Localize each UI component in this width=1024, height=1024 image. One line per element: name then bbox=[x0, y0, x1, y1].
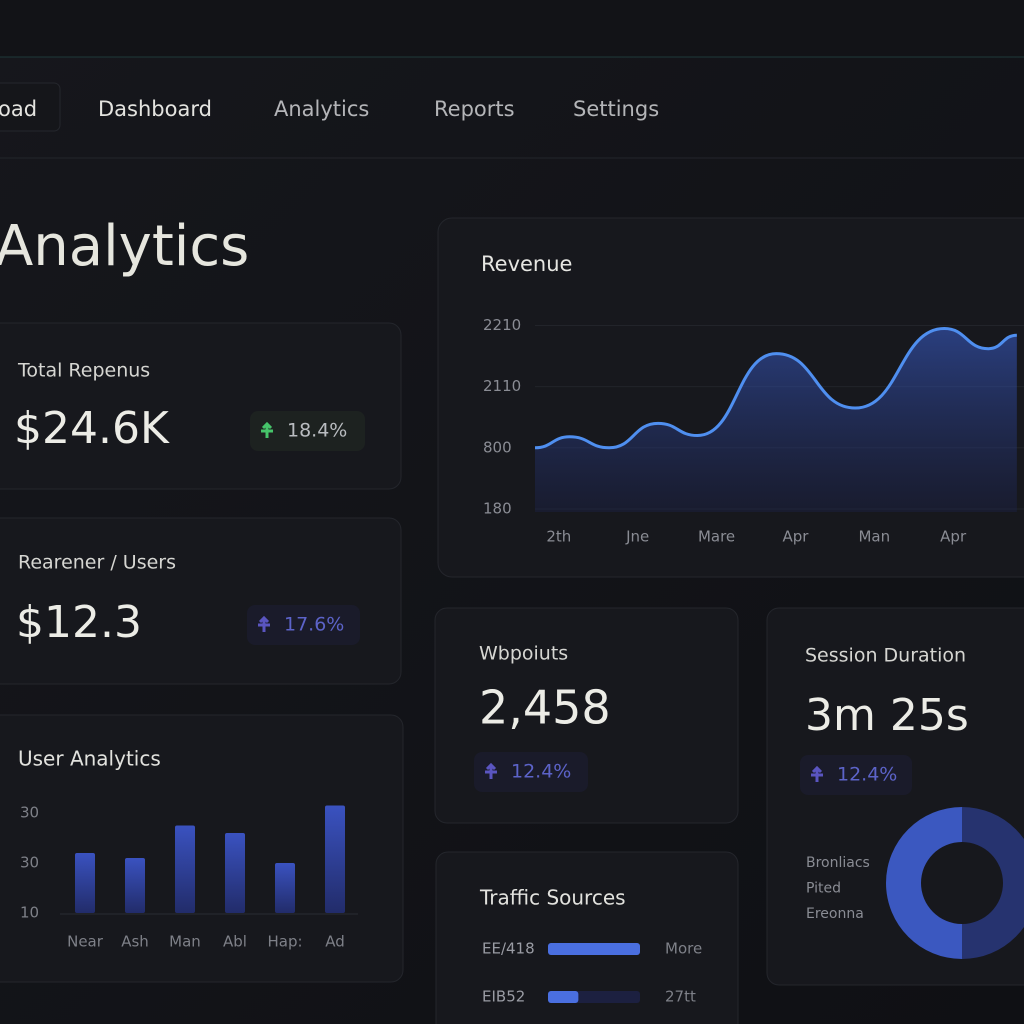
y-tick-label: 30 bbox=[20, 854, 39, 872]
bar bbox=[548, 943, 640, 955]
legend-label: Bronliacs bbox=[806, 855, 870, 871]
y-tick-label: 2210 bbox=[483, 316, 521, 334]
x-tick-label: Apr bbox=[782, 528, 809, 546]
legend-label: Pited bbox=[806, 881, 841, 897]
y-tick-label: 800 bbox=[483, 438, 512, 456]
top-strip bbox=[0, 0, 1024, 57]
up-icon bbox=[261, 421, 273, 438]
legend-label: Ereonna bbox=[806, 906, 864, 922]
x-tick-label: Hap: bbox=[267, 933, 302, 951]
bar bbox=[225, 833, 245, 913]
up-icon bbox=[485, 762, 497, 779]
y-tick-label: 30 bbox=[20, 804, 39, 822]
x-tick-label: Ad bbox=[325, 933, 345, 951]
y-tick-label: 10 bbox=[20, 904, 39, 922]
nav-item[interactable]: Dashboard bbox=[98, 97, 212, 121]
stat-label: Total Repenus bbox=[17, 360, 150, 382]
value-label: More bbox=[665, 940, 702, 958]
bar bbox=[275, 863, 295, 913]
x-tick-label: 2th bbox=[546, 528, 571, 546]
y-tick-label: 2110 bbox=[483, 377, 521, 395]
stat-change: 12.4% bbox=[511, 761, 571, 783]
change-pill bbox=[250, 411, 365, 451]
bar bbox=[325, 805, 345, 913]
x-tick-label: Jne bbox=[625, 528, 649, 546]
stat-value: 3m 25s bbox=[805, 690, 969, 741]
x-tick-label: Ash bbox=[121, 933, 149, 951]
stat-label: Wbpoiuts bbox=[479, 643, 568, 665]
chart-title: Revenue bbox=[481, 252, 572, 276]
up-icon bbox=[811, 765, 823, 782]
bar bbox=[125, 858, 145, 913]
stat-value: $12.3 bbox=[16, 597, 142, 648]
nav-item[interactable]: oad bbox=[0, 97, 37, 121]
x-tick-label: Abl bbox=[223, 933, 247, 951]
card bbox=[0, 714, 404, 983]
change-pill bbox=[800, 755, 912, 795]
donut-slice bbox=[962, 807, 1024, 959]
stat-value: $24.6K bbox=[14, 403, 170, 454]
page-title: Analytics bbox=[0, 214, 249, 279]
stat-change: 17.6% bbox=[284, 614, 344, 636]
x-tick-label: Man bbox=[858, 528, 890, 546]
nav-item[interactable]: Analytics bbox=[274, 97, 369, 121]
line-series bbox=[534, 327, 1017, 450]
x-tick-label: Near bbox=[67, 933, 104, 951]
chart-title: Traffic Sources bbox=[479, 886, 626, 910]
bar bbox=[175, 825, 195, 913]
nav-item[interactable]: Settings bbox=[573, 97, 659, 121]
row-label: EIB52 bbox=[482, 988, 525, 1006]
stat-label: Rearener / Users bbox=[18, 552, 176, 574]
x-tick-label: Apr bbox=[940, 528, 967, 546]
change-pill bbox=[247, 605, 360, 645]
row-label: EE/418 bbox=[482, 940, 535, 958]
bar bbox=[548, 991, 579, 1003]
card bbox=[435, 851, 739, 1024]
stat-change: 12.4% bbox=[837, 764, 897, 786]
x-tick-label: Mare bbox=[698, 528, 735, 546]
donut-slice bbox=[886, 807, 962, 959]
up-icon bbox=[258, 615, 270, 632]
change-pill bbox=[474, 752, 588, 792]
stat-value: 2,458 bbox=[479, 681, 611, 735]
bar bbox=[75, 853, 95, 913]
chart-title: User Analytics bbox=[18, 747, 161, 771]
x-tick-label: Man bbox=[169, 933, 201, 951]
nav-active-tab bbox=[0, 82, 61, 132]
nav-item[interactable]: Reports bbox=[434, 97, 515, 121]
card bbox=[766, 607, 1024, 986]
stat-change: 18.4% bbox=[287, 420, 347, 442]
y-tick-label: 180 bbox=[483, 499, 512, 517]
stat-label: Session Duration bbox=[805, 645, 966, 667]
value-label: 27tt bbox=[665, 988, 696, 1006]
